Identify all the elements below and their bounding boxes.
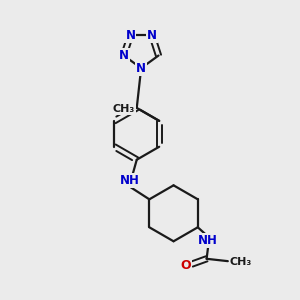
Text: CH₃: CH₃ <box>230 257 252 267</box>
Text: NH: NH <box>120 174 140 188</box>
Text: N: N <box>136 61 146 75</box>
Text: CH₃: CH₃ <box>112 103 135 114</box>
Text: N: N <box>147 28 157 42</box>
Text: N: N <box>119 49 129 62</box>
Text: O: O <box>180 259 191 272</box>
Text: N: N <box>125 28 135 42</box>
Text: NH: NH <box>198 234 218 247</box>
